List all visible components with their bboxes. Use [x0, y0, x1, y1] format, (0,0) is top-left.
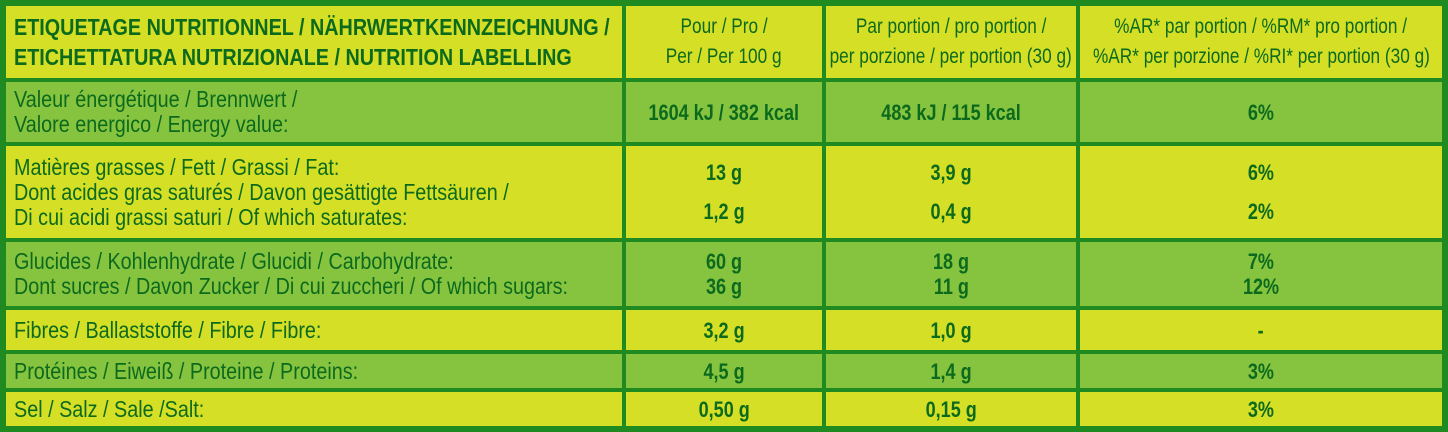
saturates-portion: 0,4 g — [930, 199, 972, 224]
energy-ri-cell: 6% — [1080, 82, 1442, 142]
energy-ri: 6% — [1247, 99, 1275, 125]
header-per100-line2: Per / Per 100 g — [666, 45, 782, 68]
carbs-label: Glucides / Kohlenhydrate / Glucidi / Car… — [14, 248, 454, 274]
fat-label: Matières grasses / Fett / Grassi / Fat: — [14, 153, 340, 180]
header-ri-line1: %AR* par portion / %RM* pro portion / — [1114, 15, 1408, 38]
carbs-per100: 60 g — [705, 249, 743, 274]
protein-portion-cell: 1,4 g — [826, 354, 1076, 388]
fibre-label: Fibres / Ballaststoffe / Fibre / Fibre: — [14, 316, 322, 343]
sugars-label: Dont sucres / Davon Zucker / Di cui zucc… — [14, 273, 569, 299]
salt-portion: 0,15 g — [925, 396, 977, 422]
carbs-portion-cell: 18 g 11 g — [826, 242, 1076, 306]
header-portion-line1: Par portion / pro portion / — [855, 15, 1047, 38]
salt-ri: 3% — [1247, 396, 1275, 422]
salt-row: Sel / Salz / Sale /Salt: 0,50 g 0,15 g 3… — [6, 392, 1442, 426]
energy-label-line1: Valeur énergétique / Brennwert / — [14, 86, 298, 112]
salt-per100: 0,50 g — [698, 396, 750, 422]
fat-ri-cell: 6% 2% — [1080, 146, 1442, 238]
fat-per100-cell: 13 g 1,2 g — [626, 146, 822, 238]
header-per100-cell: Pour / Pro / Per / Per 100 g — [626, 6, 822, 78]
header-portion-cell: Par portion / pro portion / per porzione… — [826, 6, 1076, 78]
carbs-row: Glucides / Kohlenhydrate / Glucidi / Car… — [6, 242, 1442, 306]
protein-row: Protéines / Eiweiß / Proteine / Proteins… — [6, 354, 1442, 388]
protein-per100-cell: 4,5 g — [626, 354, 822, 388]
carbs-per100-cell: 60 g 36 g — [626, 242, 822, 306]
header-ri-cell: %AR* par portion / %RM* pro portion / %A… — [1080, 6, 1442, 78]
salt-per100-cell: 0,50 g — [626, 392, 822, 426]
salt-ri-cell: 3% — [1080, 392, 1442, 426]
fat-portion: 3,9 g — [930, 160, 972, 185]
salt-portion-cell: 0,15 g — [826, 392, 1076, 426]
energy-row: Valeur énergétique / Brennwert / Valore … — [6, 82, 1442, 142]
fibre-ri: - — [1257, 317, 1264, 343]
carbs-portion: 18 g — [932, 249, 970, 274]
fibre-per100-cell: 3,2 g — [626, 310, 822, 350]
protein-ri: 3% — [1247, 358, 1275, 384]
fibre-ri-cell: - — [1080, 310, 1442, 350]
header-per100-line1: Pour / Pro / — [680, 15, 768, 38]
header-title-line1: ETIQUETAGE NUTRITIONNEL / NÄHRWERTKENNZE… — [14, 14, 610, 40]
fat-ri: 6% — [1247, 160, 1275, 185]
sugars-ri: 12% — [1242, 274, 1280, 299]
protein-ri-cell: 3% — [1080, 354, 1442, 388]
fat-label-cell: Matières grasses / Fett / Grassi / Fat: … — [6, 146, 622, 238]
saturates-ri: 2% — [1247, 199, 1275, 224]
protein-label-cell: Protéines / Eiweiß / Proteine / Proteins… — [6, 354, 622, 388]
fat-per100: 13 g — [705, 160, 743, 185]
fibre-portion: 1,0 g — [930, 317, 972, 343]
energy-portion-cell: 483 kJ / 115 kcal — [826, 82, 1076, 142]
energy-label-cell: Valeur énergétique / Brennwert / Valore … — [6, 82, 622, 142]
saturates-label-line1: Dont acides gras saturés / Davon gesätti… — [14, 178, 509, 205]
header-row: ETIQUETAGE NUTRITIONNEL / NÄHRWERTKENNZE… — [6, 6, 1442, 78]
sugars-portion: 11 g — [933, 274, 969, 299]
fibre-label-cell: Fibres / Ballaststoffe / Fibre / Fibre: — [6, 310, 622, 350]
fibre-portion-cell: 1,0 g — [826, 310, 1076, 350]
header-ri-line2: %AR* per porzione / %RI* per portion (30… — [1092, 45, 1430, 68]
salt-label-cell: Sel / Salz / Sale /Salt: — [6, 392, 622, 426]
protein-label: Protéines / Eiweiß / Proteine / Proteins… — [14, 357, 359, 384]
salt-label: Sel / Salz / Sale /Salt: — [14, 395, 205, 422]
header-title-cell: ETIQUETAGE NUTRITIONNEL / NÄHRWERTKENNZE… — [6, 6, 622, 78]
sugars-per100: 36 g — [705, 274, 743, 299]
fat-portion-cell: 3,9 g 0,4 g — [826, 146, 1076, 238]
fibre-row: Fibres / Ballaststoffe / Fibre / Fibre: … — [6, 310, 1442, 350]
protein-portion: 1,4 g — [930, 358, 972, 384]
protein-per100: 4,5 g — [703, 358, 745, 384]
carbs-ri: 7% — [1247, 249, 1275, 274]
header-portion-line2: per porzione / per portion (30 g) — [829, 45, 1073, 68]
energy-per100-cell: 1604 kJ / 382 kcal — [626, 82, 822, 142]
fat-row: Matières grasses / Fett / Grassi / Fat: … — [6, 146, 1442, 238]
carbs-label-cell: Glucides / Kohlenhydrate / Glucidi / Car… — [6, 242, 622, 306]
saturates-label-line2: Di cui acidi grassi saturi / Of which sa… — [14, 203, 408, 230]
header-title-line2: ETICHETTATURA NUTRIZIONALE / NUTRITION L… — [14, 44, 572, 70]
carbs-ri-cell: 7% 12% — [1080, 242, 1442, 306]
fibre-per100: 3,2 g — [703, 317, 745, 343]
saturates-per100: 1,2 g — [703, 199, 745, 224]
energy-portion: 483 kJ / 115 kcal — [881, 99, 1021, 125]
energy-per100: 1604 kJ / 382 kcal — [648, 99, 800, 125]
energy-label-line2: Valore energico / Energy value: — [14, 111, 289, 137]
